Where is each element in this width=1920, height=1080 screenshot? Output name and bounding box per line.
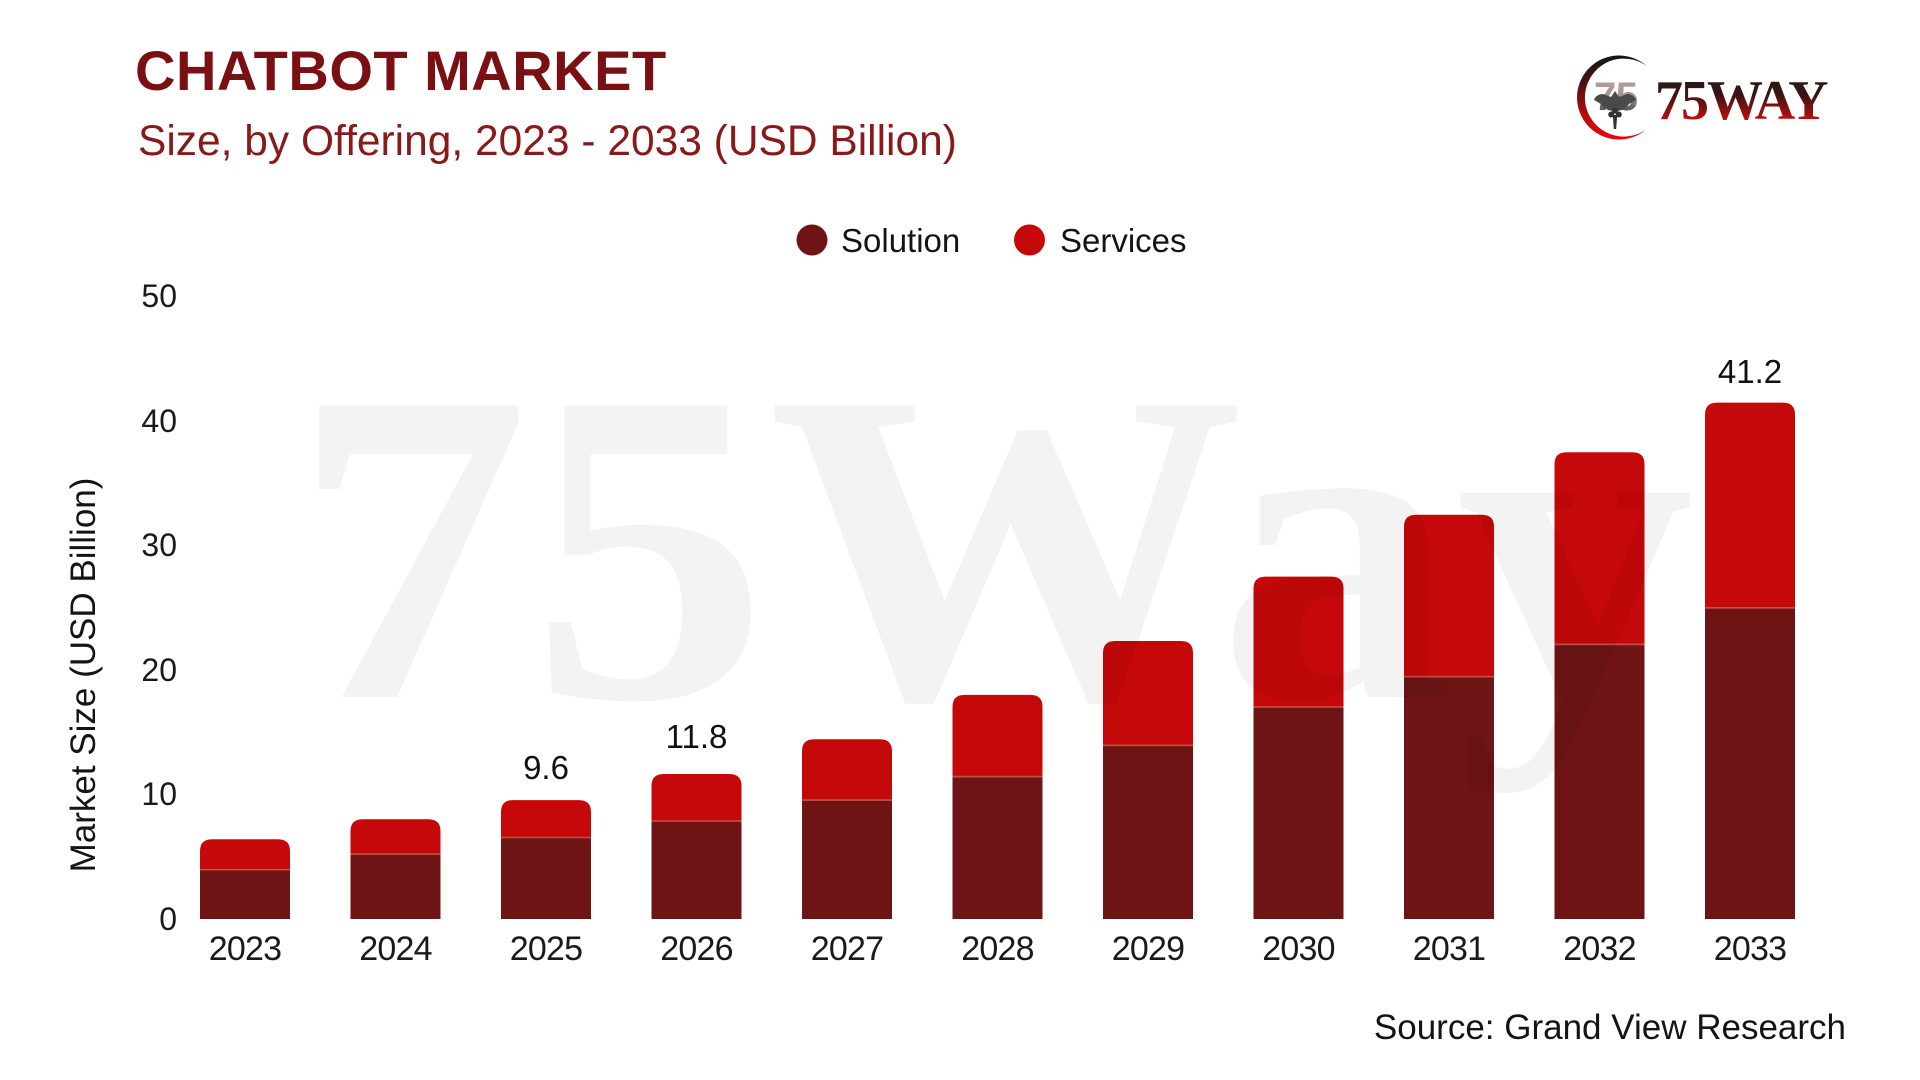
svg-text:2024: 2024 xyxy=(359,930,431,968)
svg-text:50: 50 xyxy=(141,278,177,314)
svg-text:10: 10 xyxy=(141,776,177,812)
svg-text:2030: 2030 xyxy=(1262,930,1334,968)
svg-text:Solution: Solution xyxy=(841,222,960,259)
svg-text:2029: 2029 xyxy=(1112,930,1184,968)
svg-text:9.6: 9.6 xyxy=(523,749,569,786)
svg-text:41.2: 41.2 xyxy=(1718,353,1782,390)
svg-text:Market Size (USD Billion): Market Size (USD Billion) xyxy=(64,478,103,873)
svg-text:Source: Grand View Research: Source: Grand View Research xyxy=(1374,1008,1846,1047)
svg-text:2033: 2033 xyxy=(1714,930,1786,968)
svg-text:2025: 2025 xyxy=(510,930,582,968)
svg-text:30: 30 xyxy=(141,527,177,563)
svg-text:75WAY: 75WAY xyxy=(1655,70,1828,132)
svg-text:2026: 2026 xyxy=(660,930,732,968)
svg-text:Size, by Offering, 2023 - 2033: Size, by Offering, 2023 - 2033 (USD Bill… xyxy=(138,118,957,165)
svg-text:2031: 2031 xyxy=(1413,930,1485,968)
svg-text:2027: 2027 xyxy=(811,930,883,968)
svg-text:20: 20 xyxy=(141,652,177,688)
svg-text:2028: 2028 xyxy=(961,930,1033,968)
svg-text:Services: Services xyxy=(1060,222,1187,259)
svg-text:2032: 2032 xyxy=(1563,930,1635,968)
svg-text:40: 40 xyxy=(141,403,177,439)
svg-text:0: 0 xyxy=(159,901,177,937)
svg-text:2023: 2023 xyxy=(209,930,281,968)
svg-text:11.8: 11.8 xyxy=(666,718,728,755)
svg-text:CHATBOT MARKET: CHATBOT MARKET xyxy=(135,39,667,102)
